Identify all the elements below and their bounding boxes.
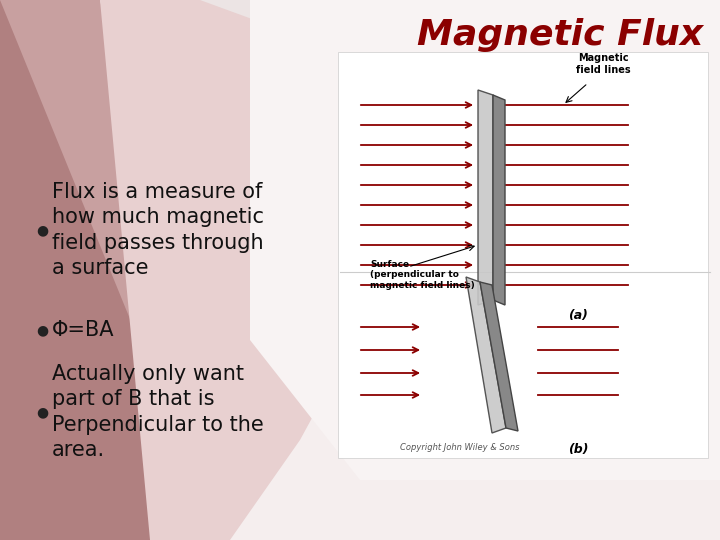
- Text: Φ=BA: Φ=BA: [52, 320, 114, 340]
- Polygon shape: [478, 90, 493, 305]
- Text: Surface
(perpendicular to
magnetic field lines): Surface (perpendicular to magnetic field…: [370, 260, 474, 290]
- Text: (a): (a): [568, 308, 588, 321]
- Text: ●: ●: [36, 223, 48, 237]
- Polygon shape: [250, 0, 720, 480]
- Polygon shape: [0, 0, 220, 540]
- Text: ●: ●: [36, 405, 48, 419]
- Text: Magnetic Flux: Magnetic Flux: [417, 18, 703, 52]
- FancyBboxPatch shape: [338, 52, 708, 458]
- Polygon shape: [493, 95, 505, 305]
- Polygon shape: [466, 277, 506, 433]
- Text: Copyright John Wiley & Sons: Copyright John Wiley & Sons: [400, 443, 520, 453]
- Polygon shape: [100, 0, 420, 540]
- Text: (b): (b): [568, 443, 588, 456]
- Text: Magnetic
field lines: Magnetic field lines: [576, 53, 630, 75]
- Text: Flux is a measure of
how much magnetic
field passes through
a surface: Flux is a measure of how much magnetic f…: [52, 181, 264, 279]
- Polygon shape: [0, 0, 420, 540]
- Text: Actually only want
part of B that is
Perpendicular to the
area.: Actually only want part of B that is Per…: [52, 363, 264, 461]
- Polygon shape: [200, 0, 720, 190]
- Polygon shape: [100, 0, 720, 540]
- Text: ●: ●: [36, 323, 48, 337]
- Polygon shape: [480, 282, 518, 431]
